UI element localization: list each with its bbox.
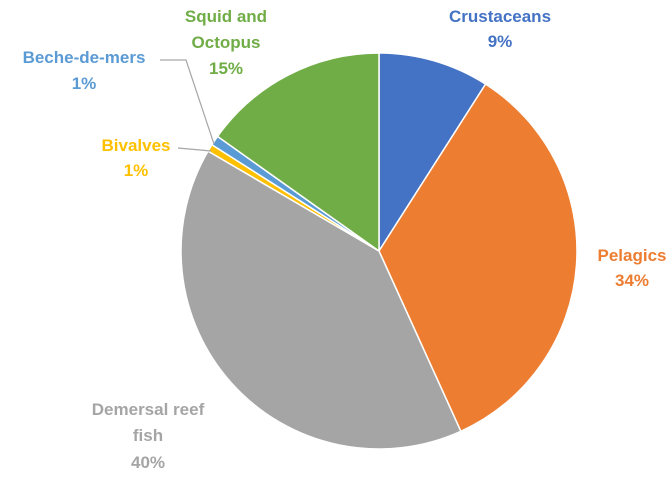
label-pelagics-name: Pelagics (598, 246, 667, 265)
leader-line-bivalves (177, 147, 212, 152)
pie-slice-squid-and-octopus (216, 52, 380, 252)
label-crustaceans-name: Crustaceans (449, 7, 551, 26)
pie-slice-pelagics (378, 83, 578, 433)
label-beche-de-mers-name: Beche-de-mers (23, 48, 146, 67)
pie-slices (180, 52, 578, 450)
label-demersal-line2: fish (133, 426, 163, 445)
label-demersal-pct: 40% (131, 453, 165, 472)
label-squid-line2: Octopus (192, 33, 261, 52)
pie-slice-demersal-reef-fish (180, 150, 462, 450)
pie-slice-crustaceans (378, 52, 487, 252)
label-squid-pct: 15% (209, 59, 243, 78)
label-squid-line1: Squid and (185, 7, 267, 26)
label-bivalves-name: Bivalves (102, 136, 171, 155)
label-beche-de-mers-pct: 1% (72, 74, 97, 93)
leader-lines (160, 59, 215, 152)
label-bivalves-pct: 1% (124, 161, 149, 180)
leader-line-beche-de-mers (160, 59, 215, 145)
label-demersal-line1: Demersal reef (92, 400, 205, 419)
label-pelagics-pct: 34% (615, 271, 649, 290)
label-crustaceans-pct: 9% (488, 32, 513, 51)
